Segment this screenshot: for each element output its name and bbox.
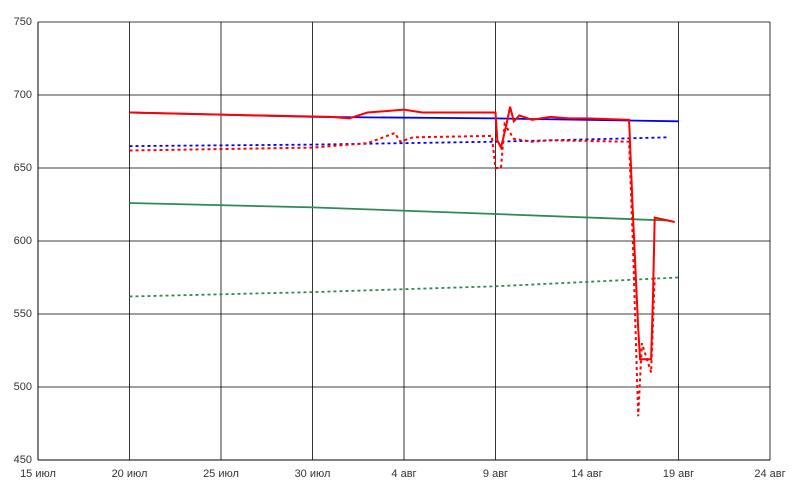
x-tick-label: 19 авг <box>663 468 694 480</box>
y-tick-label: 700 <box>14 89 32 101</box>
x-tick-label: 4 авг <box>391 468 416 480</box>
y-tick-label: 450 <box>14 454 32 466</box>
x-tick-label: 14 авг <box>571 468 602 480</box>
y-tick-label: 550 <box>14 308 32 320</box>
series-line <box>129 276 679 298</box>
series-line <box>129 121 656 417</box>
y-tick-label: 600 <box>14 235 32 247</box>
x-tick-label: 25 июл <box>203 468 239 480</box>
y-tick-label: 500 <box>14 381 32 393</box>
x-tick-label: 15 июл <box>20 468 56 480</box>
x-tick-label: 9 авг <box>483 468 508 480</box>
x-tick-label: 30 июл <box>295 468 331 480</box>
series-line <box>129 202 670 222</box>
series-line <box>129 136 670 147</box>
y-tick-label: 650 <box>14 162 32 174</box>
x-tick-label: 20 июл <box>112 468 148 480</box>
series-line <box>129 106 676 361</box>
x-tick-label: 24 авг <box>754 468 785 480</box>
y-tick-label: 750 <box>14 16 32 28</box>
